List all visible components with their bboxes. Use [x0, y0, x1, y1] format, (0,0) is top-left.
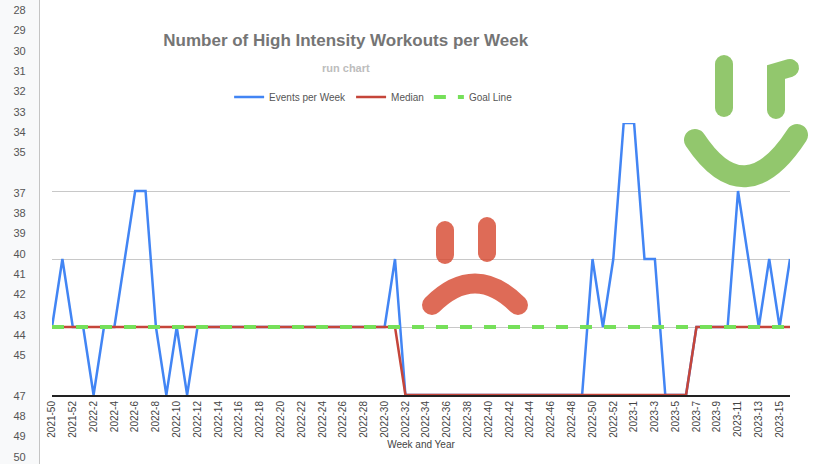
svg-text:2022-44: 2022-44 — [524, 401, 535, 438]
svg-text:2021-52: 2021-52 — [67, 401, 78, 438]
svg-text:Number of High Intensity Worko: Number of High Intensity Workouts per We… — [163, 31, 528, 50]
svg-text:2022-8: 2022-8 — [150, 401, 161, 433]
svg-text:Goal Line: Goal Line — [469, 92, 512, 103]
svg-text:2023-1: 2023-1 — [628, 401, 639, 433]
html-text:34: 34 — [13, 125, 26, 138]
svg-text:2022-26: 2022-26 — [337, 401, 348, 438]
html-text:41: 41 — [13, 267, 26, 280]
svg-text:2022-6: 2022-6 — [129, 401, 140, 433]
svg-text:2022-14: 2022-14 — [213, 401, 224, 438]
svg-text:2023-11: 2023-11 — [732, 401, 743, 437]
svg-text:2022-32: 2022-32 — [400, 401, 411, 438]
svg-text:2023-15: 2023-15 — [774, 401, 785, 438]
svg-text:2022-4: 2022-4 — [109, 401, 120, 433]
html-text:43: 43 — [13, 308, 26, 321]
html-text:42: 42 — [13, 288, 26, 301]
svg-text:2023-13: 2023-13 — [753, 401, 764, 438]
svg-text:2022-46: 2022-46 — [545, 401, 556, 438]
svg-text:2022-24: 2022-24 — [317, 401, 328, 438]
svg-text:2022-30: 2022-30 — [379, 401, 390, 438]
svg-text:2022-12: 2022-12 — [192, 401, 203, 438]
html-text:33: 33 — [13, 105, 26, 118]
html-text:49: 49 — [13, 430, 26, 443]
html-text:31: 31 — [13, 64, 26, 77]
svg-text:Events per Week: Events per Week — [269, 92, 346, 103]
html-text:37: 37 — [13, 186, 26, 199]
svg-text:2022-38: 2022-38 — [462, 401, 473, 438]
svg-text:2022-50: 2022-50 — [587, 401, 598, 438]
svg-text:2023-5: 2023-5 — [670, 401, 681, 433]
html-text:39: 39 — [13, 227, 26, 240]
svg-text:2022-40: 2022-40 — [483, 401, 494, 438]
svg-text:2022-34: 2022-34 — [420, 401, 431, 438]
svg-text:2022-20: 2022-20 — [275, 401, 286, 438]
svg-text:2022-10: 2022-10 — [171, 401, 182, 438]
html-text:40: 40 — [13, 247, 26, 260]
html-text:32: 32 — [13, 85, 26, 98]
svg-text:Week and Year: Week and Year — [387, 439, 455, 450]
html-text:47: 47 — [13, 389, 26, 402]
html-text:48: 48 — [13, 410, 26, 422]
svg-text:2022-36: 2022-36 — [441, 401, 452, 438]
svg-text:2022-2: 2022-2 — [88, 401, 99, 433]
html-text:30: 30 — [13, 44, 26, 57]
svg-text:2023-3: 2023-3 — [649, 401, 660, 433]
html-text:45: 45 — [13, 349, 26, 362]
svg-text:Median: Median — [391, 92, 424, 103]
svg-text:2022-22: 2022-22 — [296, 401, 307, 438]
svg-text:2021-50: 2021-50 — [46, 401, 57, 438]
svg-text:2022-18: 2022-18 — [254, 401, 265, 438]
html-text:50: 50 — [13, 450, 26, 463]
svg-text:2022-28: 2022-28 — [358, 401, 369, 438]
svg-text:2023-9: 2023-9 — [711, 401, 722, 433]
html-text:28: 28 — [13, 4, 26, 16]
svg-text:2022-52: 2022-52 — [608, 401, 619, 438]
html-text:35: 35 — [13, 146, 26, 159]
svg-text:run chart: run chart — [322, 62, 370, 74]
svg-text:2022-48: 2022-48 — [566, 401, 577, 438]
html-text:44: 44 — [13, 328, 26, 341]
html-text:29: 29 — [13, 24, 26, 37]
html-text:38: 38 — [13, 207, 26, 219]
svg-text:2022-42: 2022-42 — [504, 401, 515, 438]
svg-text:2022-16: 2022-16 — [233, 401, 244, 438]
svg-text:2023-7: 2023-7 — [691, 401, 702, 433]
